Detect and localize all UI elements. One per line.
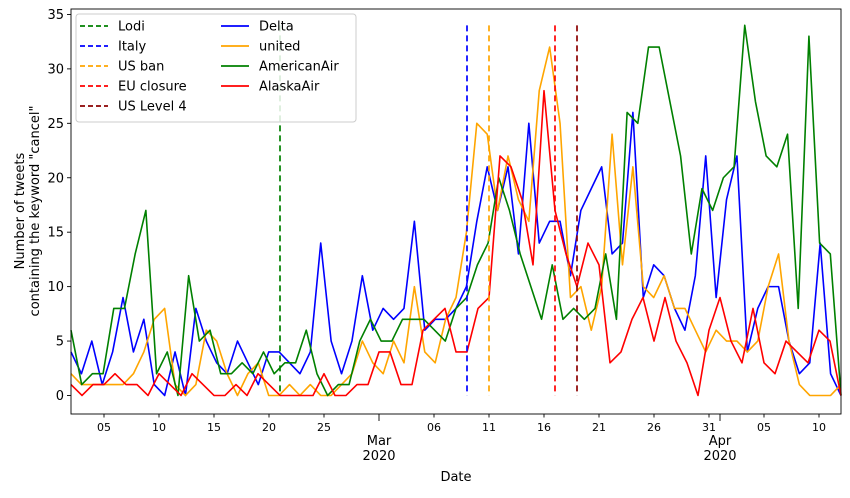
- legend-label-united: united: [259, 40, 300, 55]
- y-tick-label: 25: [47, 117, 64, 132]
- y-tick-label: 20: [47, 171, 64, 186]
- legend-label-alaskaair: AlaskaAir: [259, 80, 320, 95]
- x-tick-label: 16: [537, 421, 551, 434]
- series-line-united: [70, 46, 842, 397]
- x-tick-label: 10: [812, 421, 826, 434]
- x-tick-label: 05: [97, 421, 111, 434]
- series-lines: [70, 24, 842, 397]
- y-tick-label: 5: [56, 335, 64, 350]
- y-axis: 0 5 10 15 20 25 30 35: [47, 8, 71, 404]
- x-tick-label: 26: [647, 421, 661, 434]
- legend-label-eu-closure: EU closure: [118, 80, 187, 95]
- y-tick-label: 35: [47, 8, 64, 23]
- y-tick-label: 10: [47, 280, 64, 295]
- x-tick-label: 06: [427, 421, 441, 434]
- x-tick-label: 20: [262, 421, 276, 434]
- legend-label-italy: Italy: [118, 40, 147, 55]
- x-tick-label: Apr: [709, 434, 732, 449]
- legend-label-us-level-4: US Level 4: [118, 100, 187, 115]
- x-tick-label: 21: [592, 421, 606, 434]
- x-tick-label: 10: [152, 421, 166, 434]
- x-tick-label: 31: [702, 421, 716, 434]
- series-line-americanair: [70, 24, 842, 397]
- x-tick-year-label: 2020: [362, 449, 395, 464]
- x-axis-label: Date: [440, 470, 471, 485]
- legend-box: [75, 13, 357, 123]
- y-tick-label: 30: [47, 62, 64, 77]
- legend: Lodi Italy US ban EU closure US Level 4 Delta…: [75, 13, 357, 123]
- legend-label-lodi: Lodi: [118, 20, 145, 35]
- x-tick-year-label: 2020: [703, 449, 736, 464]
- y-axis-label: Number of tweets containing the keyword …: [13, 106, 43, 317]
- y-tick-label: 15: [47, 226, 64, 241]
- x-tick-label: 11: [482, 421, 496, 434]
- legend-label-delta: Delta: [259, 20, 294, 35]
- legend-label-americanair: AmericanAir: [259, 60, 339, 75]
- x-tick-label: 15: [207, 421, 221, 434]
- x-tick-label: 05: [757, 421, 771, 434]
- y-axis-label-line-2: containing the keyword "cancel": [28, 106, 43, 317]
- x-tick-label: Mar: [367, 434, 392, 449]
- series-line-alaskaair: [70, 89, 842, 397]
- y-axis-label-line-1: Number of tweets: [13, 152, 28, 269]
- plot-frame: [70, 8, 842, 415]
- legend-label-us-ban: US ban: [118, 60, 164, 75]
- y-tick-label: 0: [56, 389, 64, 404]
- x-tick-label: 25: [317, 421, 331, 434]
